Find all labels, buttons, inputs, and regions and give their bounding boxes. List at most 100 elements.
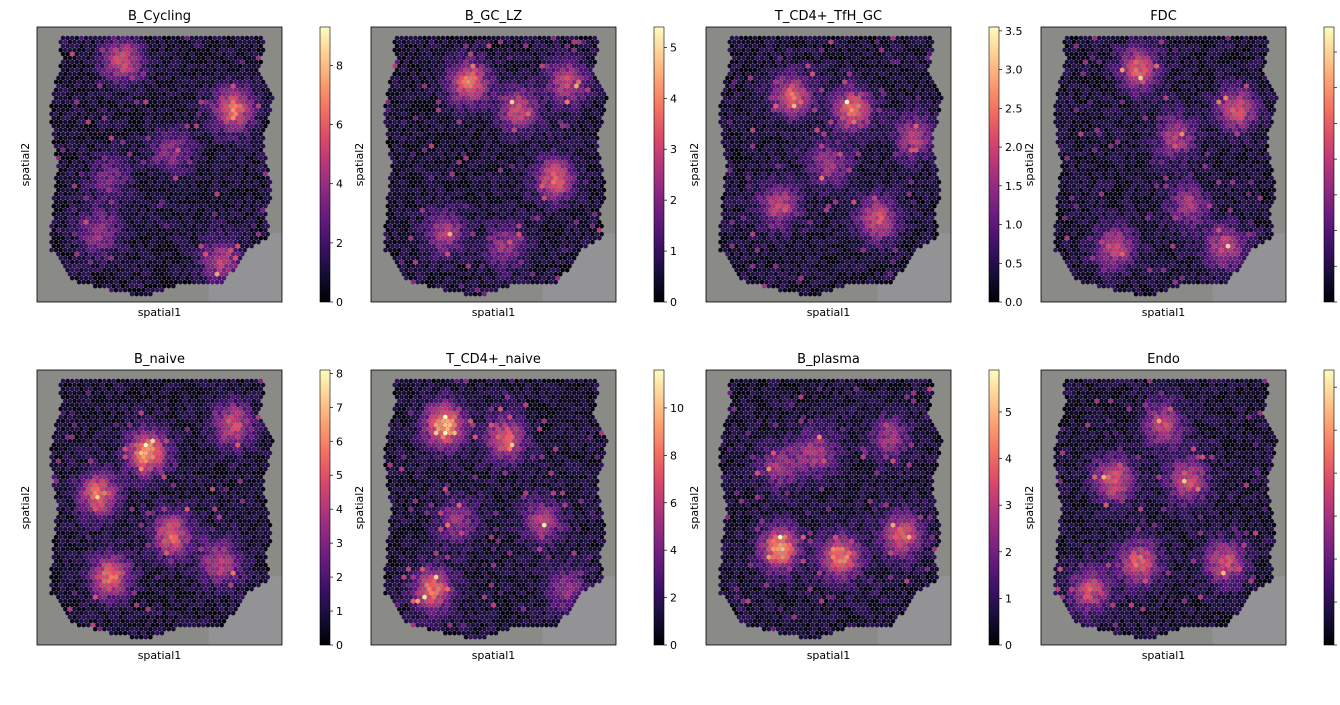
spot [252,152,257,157]
spot [201,200,206,205]
spot [480,168,485,173]
spot [155,128,160,133]
spot [127,184,132,189]
spot [397,48,402,53]
spot [88,44,93,49]
spot [517,112,522,117]
spot [139,220,144,225]
spot [81,128,86,133]
spot [517,136,522,141]
spot [448,208,453,213]
spot [259,140,264,145]
spot [482,156,487,161]
spot [56,252,61,257]
spot [514,44,519,49]
spot [413,68,418,73]
spot [173,240,178,245]
spot [503,152,508,157]
spot [54,80,59,85]
spot [420,192,425,197]
spot [464,76,469,81]
spot [164,168,169,173]
spot [127,280,132,285]
spot [461,48,466,53]
spot [68,80,73,85]
spot [192,144,197,149]
spot [123,280,128,285]
spot [222,116,227,121]
spot [581,216,586,221]
spot [146,48,151,53]
spot [210,168,215,173]
spot [588,92,593,97]
spot [148,276,153,281]
spot [501,148,506,153]
spot [567,120,572,125]
spot [114,240,119,245]
spot [535,40,540,45]
spot [482,124,487,129]
spot [93,36,98,41]
spot [590,112,595,117]
spot [208,244,213,249]
spot [418,84,423,89]
spot [206,208,211,213]
spot [482,220,487,225]
spot [418,108,423,113]
spot [547,44,552,49]
spot [422,116,427,121]
spot [507,96,512,101]
spot [107,164,112,169]
spot [185,268,190,273]
spot [222,36,227,41]
spot [528,172,533,177]
spot [81,192,86,197]
spot [231,100,236,105]
spot [471,192,476,197]
spot [206,72,211,77]
spot [413,172,418,177]
spot [173,192,178,197]
spot [581,72,586,77]
spot [56,92,61,97]
spot [256,168,261,173]
spot [507,72,512,77]
spot [247,160,252,165]
spot [602,188,607,193]
spot [242,240,247,245]
spot [194,260,199,265]
spot [146,240,151,245]
spot [134,204,139,209]
spot [268,100,273,105]
spot [185,60,190,65]
spot [468,180,473,185]
spot [468,76,473,81]
spot [79,188,84,193]
spot [484,112,489,117]
spot [576,168,581,173]
spot [91,208,96,213]
spot [390,204,395,209]
spot [418,164,423,169]
spot [190,132,195,137]
spot [514,100,519,105]
spot [173,168,178,173]
spot [210,112,215,117]
spot [551,204,556,209]
spot [203,268,208,273]
spot [102,276,107,281]
spot [95,160,100,165]
spot [457,48,462,53]
spot [586,200,591,205]
spot [109,88,114,93]
spot [185,220,190,225]
spot [245,52,250,57]
spot [162,148,167,153]
spot [466,64,471,69]
spot [162,36,167,41]
spot [231,204,236,209]
spot [171,156,176,161]
spot [528,156,533,161]
spot [68,112,73,117]
spot [560,76,565,81]
